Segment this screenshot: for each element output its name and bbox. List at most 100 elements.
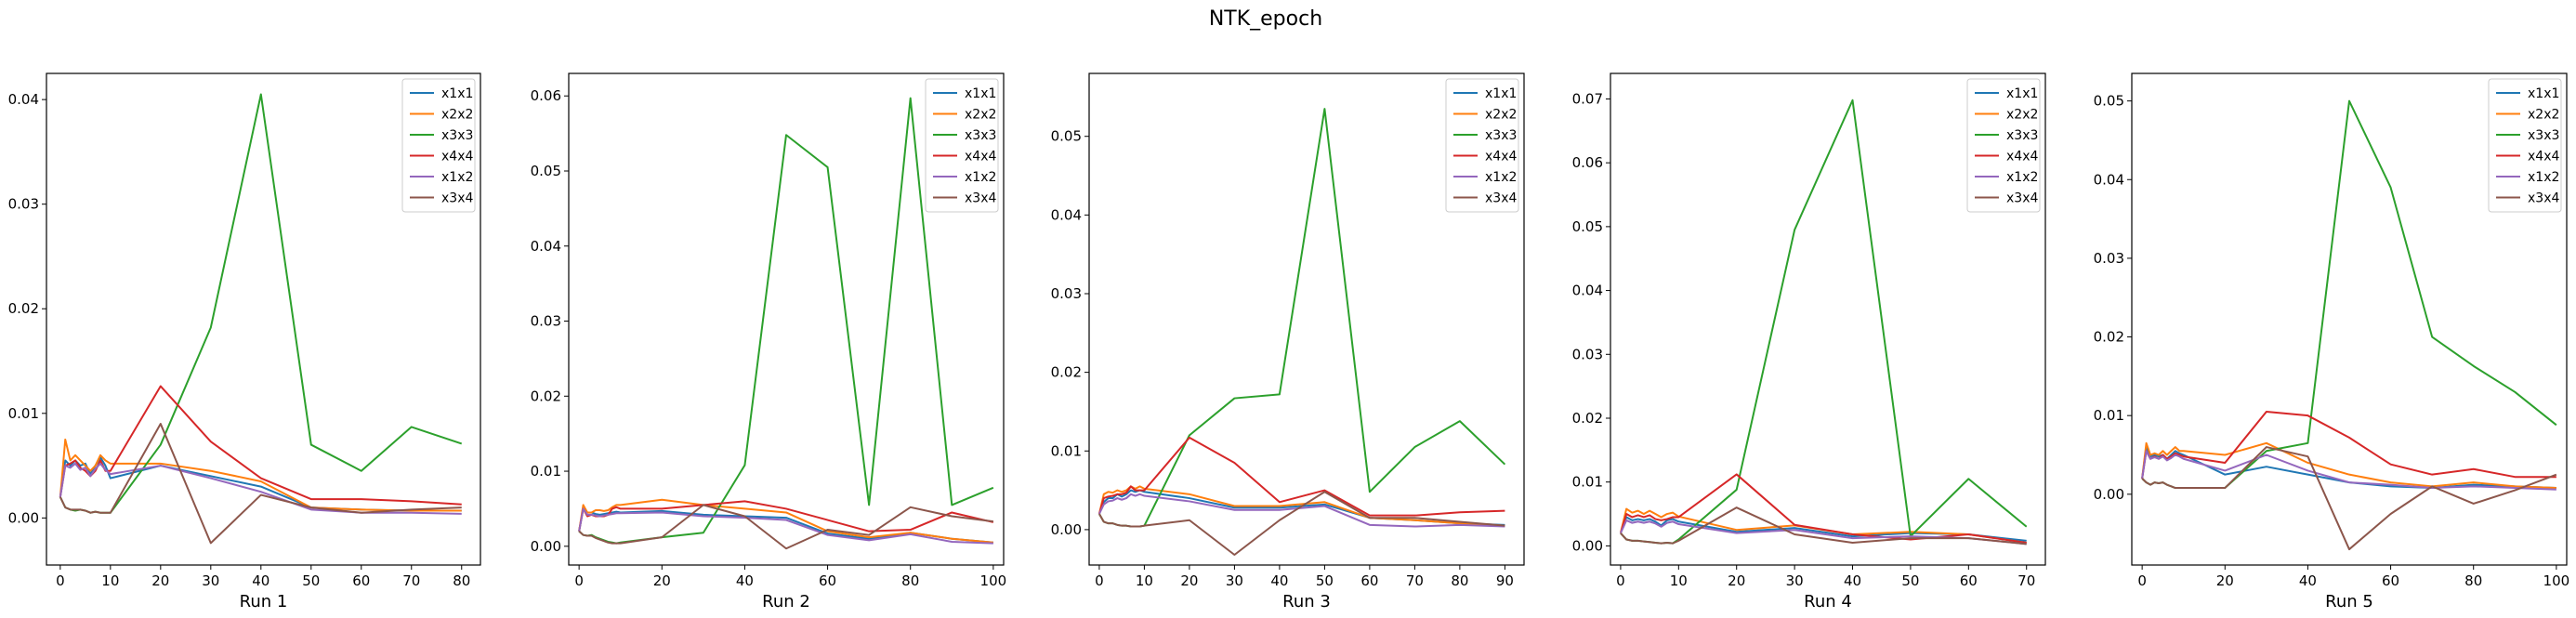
x-tick-label: 60 bbox=[352, 572, 370, 589]
x-tick-label: 60 bbox=[1960, 572, 1978, 589]
axes-frame bbox=[1088, 72, 1525, 566]
legend-label-x4x4: x4x4 bbox=[2006, 150, 2038, 164]
series-line-x2x2 bbox=[2141, 441, 2556, 490]
x-tick-label: 20 bbox=[653, 572, 671, 589]
legend-box bbox=[401, 78, 476, 213]
legend-label-x3x3: x3x3 bbox=[2006, 128, 2038, 143]
x-tick-label: 20 bbox=[1180, 572, 1198, 589]
legend: x1x1 x2x2 x3x3 x4x4 x1x2 x3x4 bbox=[401, 78, 476, 213]
plot-area bbox=[2141, 99, 2557, 551]
x-tick-label: 30 bbox=[1786, 572, 1804, 589]
x-tick-label: 0 bbox=[56, 572, 65, 589]
y-tick-label: 0.05 bbox=[531, 163, 561, 179]
legend-label-x3x3: x3x3 bbox=[1485, 128, 1517, 143]
plot-area bbox=[1619, 99, 2028, 546]
panel-run-3: 0 10 20 30 40 50 60 70 80 90 0.00 0.01 0.02 0.03 0.04 0… bbox=[1051, 72, 1525, 611]
x-tick-label: 50 bbox=[1901, 572, 1919, 589]
y-tick-label: 0.00 bbox=[1572, 537, 1603, 554]
legend: x1x1 x2x2 x3x3 x4x4 x1x2 x3x4 bbox=[1966, 78, 2041, 213]
x-tick-label: 70 bbox=[1406, 572, 1424, 589]
legend-label-x4x4: x4x4 bbox=[441, 150, 473, 164]
legend-label-x1x2: x1x2 bbox=[2528, 170, 2559, 185]
x-tick-label: 0 bbox=[1616, 572, 1625, 589]
y-tick-label: 0.04 bbox=[1572, 283, 1603, 299]
series-line-x3x3 bbox=[1098, 108, 1506, 528]
legend-label-x1x2: x1x2 bbox=[965, 170, 996, 185]
y-tick-label: 0.02 bbox=[1572, 410, 1603, 427]
x-tick-label: 40 bbox=[2299, 572, 2317, 589]
legend: x1x1 x2x2 x3x3 x4x4 x1x2 x3x4 bbox=[2488, 78, 2562, 213]
series-line-x3x4 bbox=[2141, 446, 2557, 551]
legend-label-x3x4: x3x4 bbox=[441, 191, 473, 206]
legend-label-x1x1: x1x1 bbox=[2006, 86, 2038, 101]
x-tick-label: 20 bbox=[151, 572, 169, 589]
legend: x1x1 x2x2 x3x3 x4x4 x1x2 x3x4 bbox=[925, 78, 999, 213]
legend-label-x4x4: x4x4 bbox=[2528, 150, 2559, 164]
y-tick-label: 0.06 bbox=[531, 87, 561, 104]
axes-frame bbox=[568, 72, 1005, 566]
series-line-x1x2 bbox=[578, 507, 993, 545]
series-line-x2x2 bbox=[1619, 507, 2027, 544]
x-tick-label: 40 bbox=[736, 572, 754, 589]
legend-label-x1x2: x1x2 bbox=[1485, 170, 1517, 185]
y-tick-label: 0.00 bbox=[531, 538, 561, 555]
series-line-x4x4 bbox=[2141, 410, 2556, 480]
x-tick-label: 0 bbox=[1095, 572, 1104, 589]
x-tick-label: 80 bbox=[1451, 572, 1468, 589]
series-line-x1x2 bbox=[59, 462, 462, 515]
y-tick-label: 0.02 bbox=[1051, 364, 1082, 381]
y-tick-label: 0.01 bbox=[531, 463, 561, 480]
y-tick-label: 0.06 bbox=[1572, 154, 1603, 171]
series-line-x4x4 bbox=[1097, 436, 1505, 517]
x-axis-label: Run 1 bbox=[240, 592, 288, 611]
series-line-x4x4 bbox=[578, 500, 994, 533]
series-line-x3x4 bbox=[1620, 506, 2027, 546]
legend-label-x3x4: x3x4 bbox=[2006, 191, 2038, 206]
y-tick-label: 0.01 bbox=[1572, 474, 1603, 491]
legend-label-x1x2: x1x2 bbox=[441, 170, 473, 185]
legend-label-x2x2: x2x2 bbox=[965, 108, 996, 123]
series-line-x4x4 bbox=[1619, 473, 2027, 544]
y-tick-label: 0.05 bbox=[1572, 218, 1603, 235]
y-tick-label: 0.03 bbox=[2094, 250, 2124, 267]
x-tick-label: 40 bbox=[1844, 572, 1861, 589]
x-tick-label: 0 bbox=[574, 572, 584, 589]
series-line-x1x2 bbox=[2141, 450, 2556, 491]
y-tick-label: 0.01 bbox=[8, 405, 39, 422]
y-tick-label: 0.07 bbox=[1572, 90, 1603, 107]
series-line-x3x3 bbox=[1620, 99, 2028, 545]
legend-label-x3x3: x3x3 bbox=[441, 128, 473, 143]
x-tick-label: 80 bbox=[453, 572, 470, 589]
legend-box bbox=[925, 78, 999, 213]
legend-label-x3x3: x3x3 bbox=[965, 128, 996, 143]
x-axis-label: Run 2 bbox=[762, 592, 810, 611]
legend-box bbox=[1966, 78, 2041, 213]
legend: x1x1 x2x2 x3x3 x4x4 x1x2 x3x4 bbox=[1445, 78, 1519, 213]
y-tick-label: 0.01 bbox=[2094, 407, 2124, 424]
axes-frame bbox=[46, 72, 481, 566]
x-tick-label: 10 bbox=[1670, 572, 1688, 589]
x-tick-label: 60 bbox=[2382, 572, 2399, 589]
x-tick-label: 20 bbox=[1728, 572, 1745, 589]
legend-label-x4x4: x4x4 bbox=[1485, 150, 1517, 164]
y-tick-label: 0.01 bbox=[1051, 442, 1082, 459]
axes-frame bbox=[2131, 72, 2568, 566]
y-tick-label: 0.04 bbox=[8, 91, 39, 108]
x-tick-label: 0 bbox=[2137, 572, 2147, 589]
legend-label-x1x1: x1x1 bbox=[1485, 86, 1517, 101]
y-tick-label: 0.04 bbox=[531, 238, 561, 255]
series-line-x3x4 bbox=[578, 504, 993, 550]
y-tick-label: 0.00 bbox=[8, 509, 39, 526]
legend-label-x3x4: x3x4 bbox=[965, 191, 996, 206]
legend-label-x4x4: x4x4 bbox=[965, 150, 996, 164]
x-tick-label: 90 bbox=[1496, 572, 1514, 589]
x-tick-label: 100 bbox=[980, 572, 1007, 589]
x-tick-label: 10 bbox=[1136, 572, 1153, 589]
legend-label-x3x4: x3x4 bbox=[2528, 191, 2559, 206]
x-tick-label: 60 bbox=[819, 572, 836, 589]
series-line-x2x2 bbox=[578, 498, 993, 544]
x-axis-label: Run 3 bbox=[1282, 592, 1331, 611]
x-tick-label: 40 bbox=[252, 572, 269, 589]
x-tick-label: 30 bbox=[202, 572, 219, 589]
